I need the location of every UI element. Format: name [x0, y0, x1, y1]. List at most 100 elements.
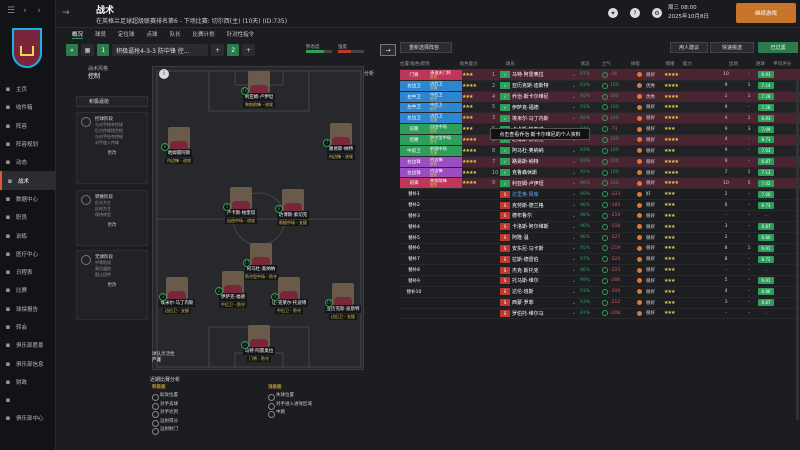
table-row[interactable]: S 罗伯托·维尔马 ⌄ 97% -208 很好 ★★★ - - - [400, 308, 800, 320]
chevron-down-icon[interactable]: ⌄ [572, 310, 577, 317]
player-name-link[interactable]: 达博斯·索切克 [512, 137, 544, 144]
sidebar-item[interactable]: ▪ 比赛 [0, 281, 56, 299]
player-name-link[interactable]: 阿马杜·奥纳纳 [512, 148, 544, 155]
forward-icon[interactable]: › [37, 6, 41, 16]
phase-more-button[interactable]: 更改 [107, 151, 117, 156]
quick-pick-button[interactable]: 快速挑选 [710, 42, 754, 53]
table-row[interactable]: 左边卫 边后卫 支援 ★★★ 3 ✓ 埃米尔·马丁内斯 ⌄ 92% 100 很好 ★★★★ 4 1 6.93 [400, 113, 800, 125]
player-name-link[interactable]: 埃米尔·马丁内斯 [512, 115, 549, 122]
phase-more-button[interactable]: 更改 [107, 283, 117, 288]
player-name-link[interactable]: 德布鲁尔 [512, 213, 533, 220]
pitch-player[interactable]: 3 埃米尔·马丁内斯 边后卫 - 支援 [157, 277, 197, 314]
club-crest[interactable] [12, 28, 42, 68]
player-name-link[interactable]: 克劳斯·德兰格 [512, 202, 544, 209]
player-name-link[interactable]: 西蒙·罗菲 [512, 300, 534, 307]
player-name-link[interactable]: 罗伯托·维尔马 [512, 310, 544, 317]
position-cell[interactable] [400, 309, 428, 319]
position-cell[interactable]: 左边卫 [400, 113, 428, 124]
chevron-down-icon[interactable]: ⌄ [572, 223, 577, 230]
role-cell[interactable] [428, 244, 462, 254]
player-name-link[interactable]: 托马斯·维尔 [512, 278, 539, 285]
phase-more-button[interactable]: 更改 [107, 223, 117, 228]
sidebar-item[interactable]: ▪ 训练 [0, 226, 56, 244]
role-cell[interactable] [428, 298, 462, 308]
table-row[interactable]: 左中卫 中后卫 防守 ★★★ 5 ✓ 伊萨克·福德 ⌄ 93% 100 很好 ★★★★ 9-7.28 [400, 102, 800, 114]
column-header[interactable]: 士气 [601, 61, 611, 67]
role-cell[interactable]: 防守型中场 防守 [428, 135, 462, 145]
position-cell[interactable]: 右边锋 [400, 156, 428, 167]
column-header[interactable]: 情绪 [665, 61, 675, 67]
column-header[interactable]: 出场 [728, 61, 738, 67]
tab-item[interactable]: 点球 [146, 32, 158, 38]
position-cell[interactable]: 左中卫 [400, 102, 428, 113]
style-select[interactable]: 积极逼抢 [76, 96, 148, 107]
position-cell[interactable]: 后腰 [400, 135, 428, 145]
chevron-down-icon[interactable]: ⌄ [572, 277, 577, 284]
sidebar-item[interactable]: ▪ 日程表 [0, 263, 56, 281]
table-row[interactable]: 替补3 S 德布鲁尔 ⌄ 98% -219 很好 ★★★ - - - [400, 210, 800, 222]
column-header[interactable]: 球员 [505, 61, 515, 67]
role-cell[interactable] [428, 254, 462, 264]
column-header[interactable]: 角色能力 [459, 61, 478, 67]
role-cell[interactable]: 突前前锋 进攻 [428, 178, 462, 189]
position-cell[interactable]: 替补2 [408, 203, 420, 209]
tab-item[interactable]: 定位球 [118, 32, 135, 38]
chevron-down-icon[interactable]: ⌄ [572, 288, 577, 295]
tactic-name-select[interactable]: 积极逼抢4-3-3 防中锋 控... [112, 44, 209, 56]
position-cell[interactable]: 替补3 [408, 213, 420, 219]
chevron-down-icon[interactable]: ⌄ [572, 104, 577, 111]
table-row[interactable]: 左边锋 内边锋 进攻 ★★★★ 10 ✓ 克鲁森休斯 ⌄ 92% 100 很好 ★★★★ 7 1 7.13 [400, 168, 800, 179]
table-row[interactable]: 替补1 S 达里奥·佩库 ⌄ 99% -223 好 ★★★ 2 - 7.00 [400, 189, 800, 201]
position-cell[interactable]: 替补7 [408, 257, 420, 263]
position-cell[interactable]: 替补6 [408, 246, 420, 252]
player-name-link[interactable]: 利亚姆·卢伊坦 [512, 180, 544, 187]
role-cell[interactable] [428, 309, 462, 319]
sidebar-item[interactable]: ▪ 主页 [0, 80, 56, 98]
column-header[interactable]: 能力 [682, 61, 692, 67]
position-cell[interactable]: 前腰 [400, 124, 428, 135]
sidebar-item[interactable]: ▪ 阵容规划 [0, 135, 56, 153]
tab-item[interactable]: 概况 [72, 31, 84, 39]
table-row[interactable]: 后腰防守型中场防守★★★★6✓达博斯·索切克⌄95%100很好★★★★4-6.7… [400, 135, 800, 146]
gear-icon[interactable]: ⚙ [652, 8, 662, 18]
table-row[interactable]: 替补4 S 卡洛斯·阿尔维斯 ⌄ 96% -218 很好 ★★★ 3 - 6.87 [400, 221, 800, 233]
menu-icon[interactable]: ☰ [6, 6, 16, 16]
player-name-link[interactable]: 达里奥·佩库 [512, 191, 539, 198]
pitch-player[interactable]: 1 马特·阿雷奥拉 门将 - 防守 [239, 325, 279, 362]
player-name-link[interactable]: 安东尼·马卡斯 [512, 245, 544, 252]
tab-item[interactable]: 球员 [95, 32, 107, 38]
help-icon[interactable]: ? [630, 8, 640, 18]
player-name-link[interactable]: 马特·阿雷奥拉 [512, 72, 544, 79]
tactic-list-icon[interactable]: ▦ [80, 44, 95, 56]
table-row[interactable]: 替补2 S 克劳斯·德兰格 ⌄ 96% -185 很好 ★★★ 6 - 6.73 [400, 200, 800, 211]
table-row[interactable]: 替补8 S 杰克·斯托克 ⌄ 96% -223 很好 ★★★ - - - [400, 265, 800, 277]
table-row[interactable]: 门将 清道夫门将 进攻 ★★★ 1 ✓ 马特·阿雷奥拉 ⌄ 97% -36 很好 ★★★★ 10-6.9… [400, 70, 800, 81]
player-name-link[interactable]: 阿隆·温 [512, 235, 529, 242]
info-icon[interactable]: i [159, 69, 169, 79]
chevron-down-icon[interactable]: ⌄ [572, 212, 577, 219]
table-row[interactable]: 替补7 S 拉斯·德雷伯 ⌄ 97% -220 很好 ★★★ 8 - 6.72 [400, 254, 800, 266]
chevron-down-icon[interactable]: ⌄ [572, 115, 577, 122]
filter-button[interactable]: 已过滤 [758, 42, 798, 53]
tab-item[interactable]: 比赛计划 [192, 32, 215, 38]
sidebar-item[interactable]: ▪ 俱乐部愿景 [0, 336, 56, 354]
role-cell[interactable] [428, 211, 462, 221]
column-header[interactable]: 进球 [755, 61, 765, 67]
pitch-player[interactable]: 15 亚历克斯·迪斯特 边后卫 - 支援 [323, 283, 363, 320]
table-row[interactable]: 前锋 突前前锋 进攻 ★★★★ 9 ✓ 利亚姆·卢伊坦 ⌄ 96% 100 很好 ★★★★ 10 5 7.0… [400, 178, 800, 190]
sidebar-item[interactable]: ▪ [0, 391, 56, 409]
position-cell[interactable]: 中前卫 [400, 145, 428, 156]
role-cell[interactable] [428, 200, 462, 210]
collapse-button[interactable]: « [66, 44, 78, 56]
table-row[interactable]: 中前卫 前插中场 支援 ★★★★ 8 ✓ 阿马杜·奥纳纳 ⌄ 93% 100 很好 ★★★ 9-7.03 [400, 146, 800, 157]
player-name-link[interactable]: 乔治·斯卡尔维尼 [512, 94, 549, 101]
pitch-player[interactable]: 4 让-克莱尔·托迪博 中后卫 - 防守 [269, 277, 309, 314]
position-cell[interactable]: 右中卫 [400, 91, 428, 102]
table-row[interactable]: 右边锋 内边锋 进攻 ★★★★ 7 ✓ 路易斯·纳特 ⌄ 93% 100 很好 ★★★★ 9-6.87 [400, 157, 800, 168]
sidebar-item[interactable]: ▪ 俱乐部中心 [0, 409, 56, 427]
player-name-link[interactable]: 克鲁森休斯 [512, 170, 538, 177]
role-cell[interactable]: 前插中场 支援 [428, 146, 462, 156]
chevron-down-icon[interactable]: ⌄ [572, 180, 577, 187]
table-row[interactable]: 替补9 S 托马斯·维尔 ⌄ 99% -206 很好 ★★★ 5 - 6.91 [400, 276, 800, 287]
table-scrollbar[interactable] [796, 80, 799, 420]
